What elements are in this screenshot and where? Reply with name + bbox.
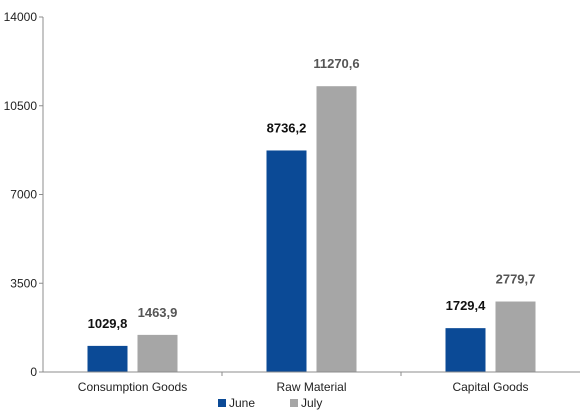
- data-label: 8736,2: [267, 120, 307, 135]
- y-tick-label: 0: [30, 365, 37, 379]
- legend-swatch-june: [218, 399, 226, 407]
- bar-june: [445, 328, 486, 372]
- data-label: 1029,8: [88, 316, 128, 331]
- data-label: 11270,6: [313, 56, 359, 71]
- data-label: 2779,7: [496, 272, 536, 287]
- data-label: 1463,9: [138, 305, 178, 320]
- bars: 1029,8 1463,9 8736,2 11270,6 1729,4 2779,7: [87, 56, 536, 373]
- bar-july: [316, 86, 357, 373]
- category-label: Raw Material: [276, 380, 346, 394]
- bar-june: [87, 345, 128, 372]
- bar-june: [266, 150, 307, 372]
- legend: June July: [218, 396, 322, 410]
- y-tick-label: 3500: [10, 276, 37, 290]
- y-tick-label: 14000: [4, 10, 38, 24]
- legend-swatch-july: [290, 399, 298, 407]
- y-axis: 0 3500 7000 10500 14000: [4, 10, 44, 379]
- category-label: Consumption Goods: [78, 380, 187, 394]
- category-label: Capital Goods: [452, 380, 528, 394]
- y-tick-label: 10500: [4, 99, 38, 113]
- bar-july: [137, 334, 178, 372]
- bar-july: [495, 301, 536, 372]
- x-axis: Consumption Goods Raw Material Capital Goo…: [43, 371, 580, 394]
- data-label: 1729,4: [446, 298, 487, 313]
- legend-label: July: [301, 396, 322, 410]
- legend-label: June: [229, 396, 255, 410]
- y-tick-label: 7000: [10, 188, 37, 202]
